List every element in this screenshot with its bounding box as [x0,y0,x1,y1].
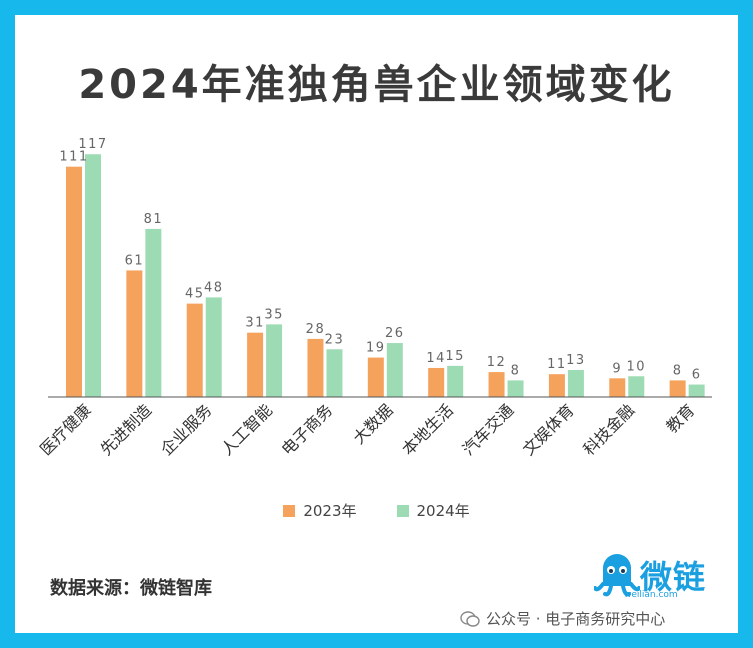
legend-item-2024: 2024年 [396,500,470,521]
category-label-科技金融: 科技金融 [579,400,638,459]
legend-label-2024: 2024年 [416,502,470,520]
value-label-2024年-人工智能: 35 [264,307,284,322]
bar-2024年-大数据 [386,343,403,397]
wechat-watermark: 公众号 · 电子商务研究中心 [460,608,665,629]
bar-2024年-电子商务 [326,349,343,397]
value-label-2023年-大数据: 19 [366,341,386,356]
bar-2023年-大数据 [367,357,384,397]
bar-2023年-汽车交通 [488,372,505,397]
bar-2023年-医疗健康 [66,166,82,397]
bars-group [66,154,705,397]
logo-url: weilian.com [624,590,678,600]
value-label-2023年-文娱体育: 11 [547,357,567,372]
value-label-2023年-汽车交通: 12 [487,355,507,370]
bar-2024年-企业服务 [205,297,222,397]
value-label-2024年-医疗健康: 117 [78,137,107,152]
value-label-2024年-文娱体育: 13 [566,353,586,368]
value-label-2024年-本地生活: 15 [445,349,465,364]
legend-label-2023: 2023年 [303,502,357,520]
value-label-2023年-电子商务: 28 [306,322,326,337]
value-label-2023年-教育: 8 [673,363,683,378]
chart-title: 2024年准独角兽企业领域变化 [78,62,675,108]
bar-2023年-本地生活 [428,367,445,397]
bar-2023年-电子商务 [307,338,324,397]
value-label-2023年-科技金融: 9 [612,361,622,376]
logo-text: 微链 [640,558,707,596]
category-label-电子商务: 电子商务 [278,400,337,459]
category-label-教育: 教育 [662,400,698,436]
category-label-医疗健康: 医疗健康 [36,400,95,459]
bar-2023年-人工智能 [247,332,264,397]
value-label-2023年-企业服务: 45 [185,287,205,302]
value-label-2024年-企业服务: 48 [204,280,224,295]
weilian-logo: 微链 weilian.com [593,550,724,606]
legend-item-2023: 2023年 [283,500,357,521]
value-label-2024年-先进制造: 81 [144,212,164,227]
category-label-企业服务: 企业服务 [157,400,216,459]
bar-2023年-科技金融 [609,378,626,397]
legend-swatch-2023 [283,504,296,517]
category-labels-group: 医疗健康 先进制造 企业服务 人工智能 电子商务 大数据 本地生活 汽车交通 文娱体育 科技金融教… [36,400,698,459]
value-label-2023年-先进制造: 61 [125,253,145,268]
octopus-logo-icon [593,554,641,597]
value-label-2024年-汽车交通: 8 [511,363,521,378]
value-label-2024年-科技金融: 10 [626,359,646,374]
bar-2024年-文娱体育 [567,370,584,397]
value-label-2024年-电子商务: 23 [325,332,345,347]
legend: 2023年 2024年 [0,500,753,521]
category-label-本地生活: 本地生活 [398,400,457,459]
data-source: 数据来源：微链智库 [50,578,212,599]
bar-2024年-汽车交通 [507,380,524,397]
category-label-文娱体育: 文娱体育 [519,400,578,459]
bar-2023年-教育 [669,380,686,397]
bar-2024年-科技金融 [628,376,645,397]
bar-2024年-医疗健康 [85,154,101,397]
bar-2024年-教育 [688,384,705,397]
watermark-text: 公众号 · 电子商务研究中心 [486,610,666,628]
value-label-2024年-大数据: 26 [385,326,405,341]
value-label-2023年-医疗健康: 111 [59,150,88,165]
value-label-2023年-人工智能: 31 [245,316,265,331]
category-label-人工智能: 人工智能 [217,400,276,459]
bar-2024年-本地生活 [447,365,464,397]
value-label-2023年-本地生活: 14 [426,351,446,366]
wechat-icon [460,610,480,627]
bar-2023年-先进制造 [126,270,143,397]
bar-2024年-先进制造 [145,228,162,397]
category-label-先进制造: 先进制造 [96,400,155,459]
legend-swatch-2024 [396,504,409,517]
category-label-大数据: 大数据 [349,400,396,447]
bar-2023年-企业服务 [186,303,203,397]
value-label-2024年-教育: 6 [692,368,702,383]
bar-2023年-文娱体育 [548,374,565,397]
bar-2024年-人工智能 [266,324,283,397]
category-label-汽车交通: 汽车交通 [459,400,518,459]
